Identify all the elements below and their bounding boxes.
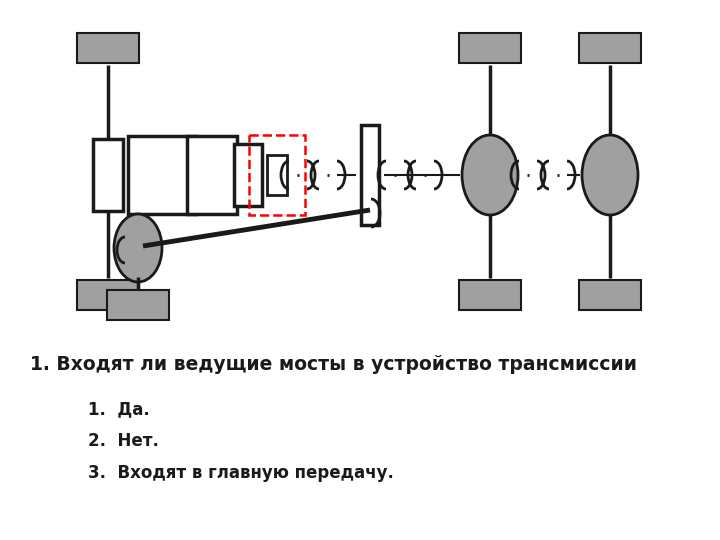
Bar <box>77 280 139 310</box>
Bar <box>187 136 237 214</box>
Bar <box>249 135 305 215</box>
Bar <box>234 144 262 206</box>
Bar <box>459 280 521 310</box>
Bar <box>107 290 169 320</box>
Bar <box>361 125 379 225</box>
Ellipse shape <box>462 135 518 215</box>
Bar <box>77 33 139 63</box>
Ellipse shape <box>582 135 638 215</box>
Text: 3.  Входят в главную передачу.: 3. Входят в главную передачу. <box>88 464 394 482</box>
Text: 1. Входят ли ведущие мосты в устройство трансмиссии: 1. Входят ли ведущие мосты в устройство … <box>30 355 637 374</box>
Bar <box>579 33 641 63</box>
Bar <box>128 136 196 214</box>
Bar <box>459 33 521 63</box>
Bar <box>579 280 641 310</box>
Bar <box>267 155 287 195</box>
Text: 1.  Да.: 1. Да. <box>88 400 150 418</box>
Text: 2.  Нет.: 2. Нет. <box>88 432 159 450</box>
Bar <box>93 139 123 211</box>
Ellipse shape <box>114 214 162 282</box>
